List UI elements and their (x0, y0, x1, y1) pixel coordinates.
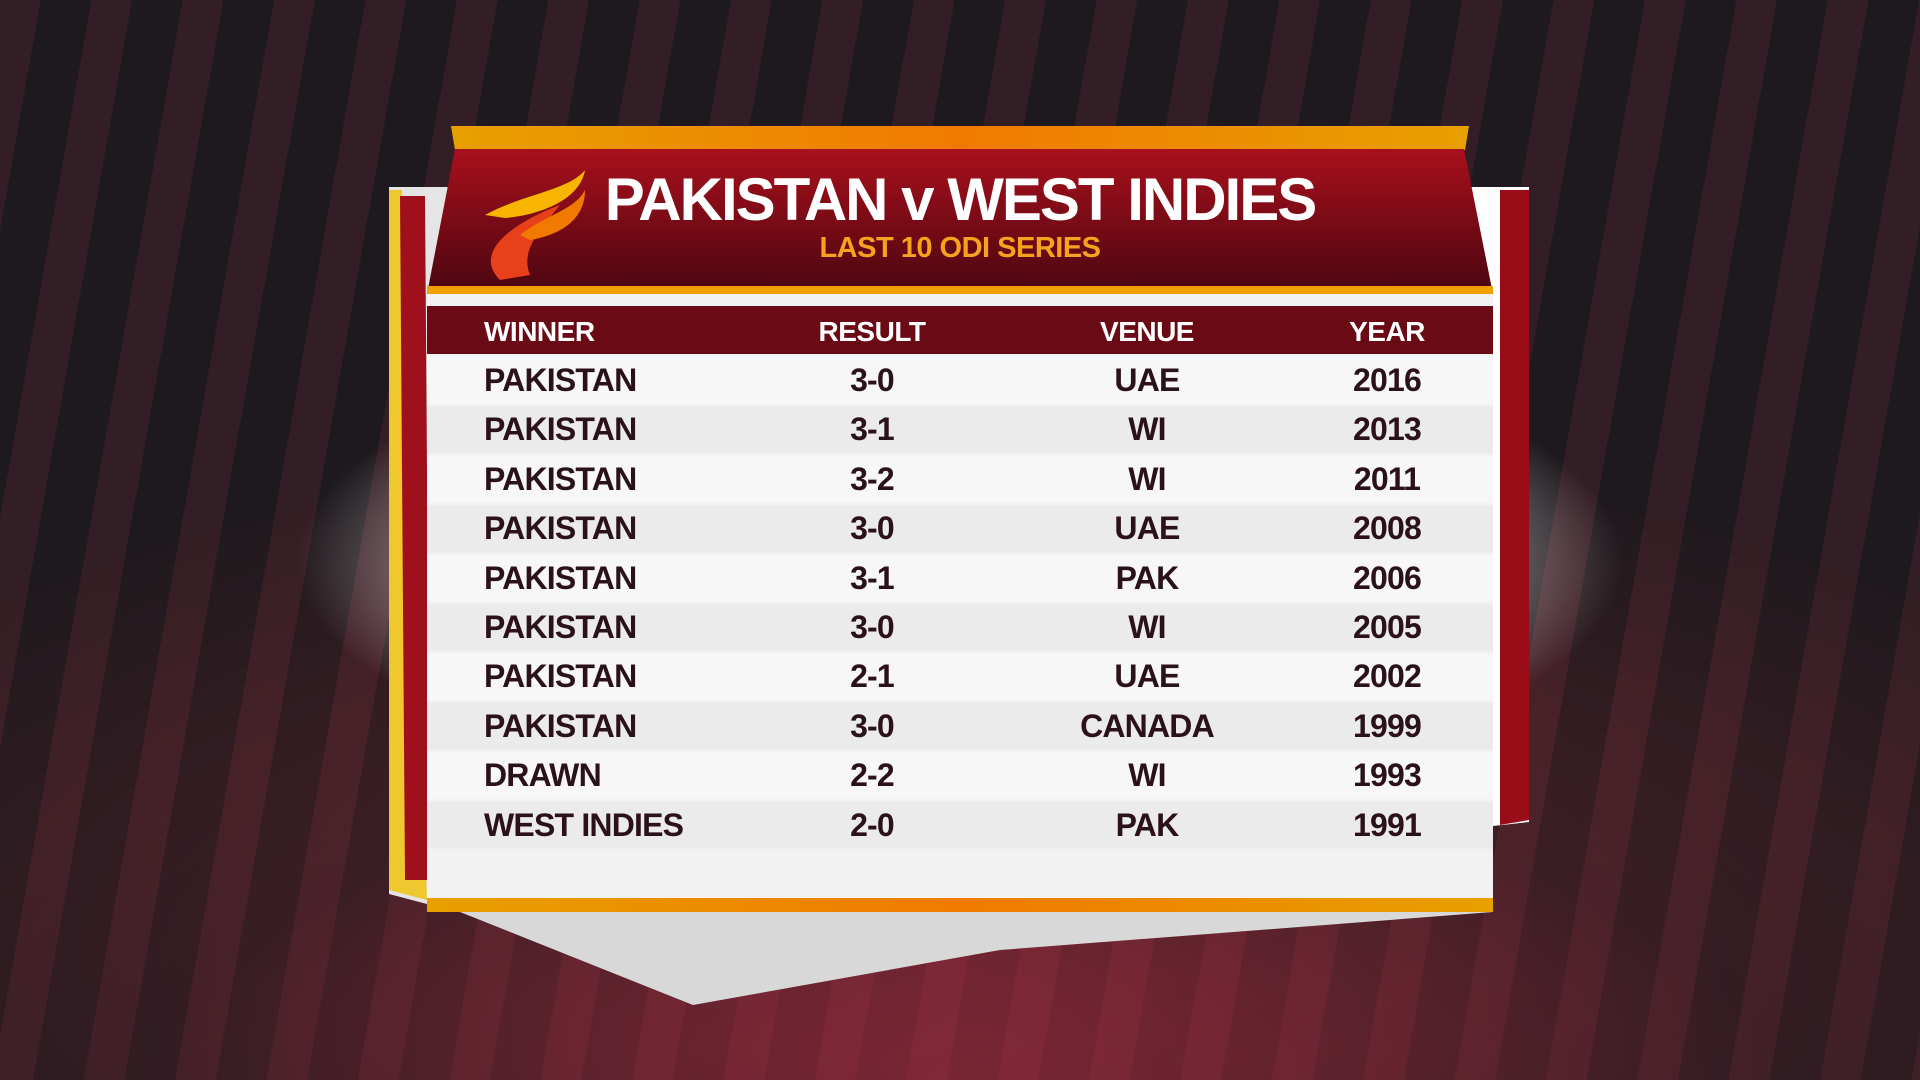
footer-stripe (427, 898, 1493, 912)
panel-edge (400, 196, 430, 880)
column-header: VENUE (1100, 316, 1194, 347)
table-rows (427, 357, 1493, 849)
table-cell: WI (1128, 411, 1166, 448)
table-cell: 2011 (1353, 460, 1421, 497)
table-cell: PAK (1115, 806, 1180, 843)
row-background (427, 653, 1493, 701)
table-cell: 3-1 (850, 411, 895, 448)
row-background (427, 604, 1493, 651)
table-cell: PAKISTAN (484, 411, 637, 448)
header-top-stripe (451, 126, 1469, 150)
table-cell: WI (1128, 609, 1166, 645)
logo (485, 170, 585, 280)
panel-edge (1500, 190, 1529, 825)
table-cell: WEST INDIES (484, 806, 684, 843)
subtitle: LAST 10 ODI SERIES (819, 232, 1101, 264)
table-cell: 2-1 (850, 658, 895, 695)
table-cell: 3-2 (850, 460, 895, 497)
table-cell: 3-0 (850, 362, 895, 398)
table-cell: 2002 (1353, 658, 1422, 695)
table-cell: PAK (1115, 559, 1180, 596)
table-cell: PAKISTAN (484, 510, 637, 547)
column-header: WINNER (484, 316, 595, 347)
table-cell: PAKISTAN (484, 559, 637, 596)
column-header: YEAR (1349, 316, 1425, 347)
table-cell: 3-0 (850, 609, 895, 645)
table-cell: PAKISTAN (484, 707, 637, 744)
row-background (427, 554, 1493, 602)
table-cell: 2-0 (850, 806, 895, 843)
table-cell: DRAWN (484, 757, 602, 794)
table-cell: 1991 (1353, 806, 1422, 843)
table-cell: 1993 (1353, 757, 1422, 794)
table-cell: 2008 (1353, 510, 1422, 547)
table-cell: CANADA (1080, 707, 1215, 744)
table-cell: PAKISTAN (484, 609, 637, 645)
row-background (427, 406, 1493, 454)
table-cell: UAE (1114, 362, 1180, 398)
table-cell: 2016 (1353, 362, 1422, 398)
table-cell: UAE (1114, 510, 1180, 547)
row-background (427, 505, 1493, 553)
panel-fold (460, 912, 1493, 1005)
row-background (427, 801, 1493, 849)
table-cell: 3-1 (850, 559, 895, 596)
table-cell: PAKISTAN (484, 658, 637, 695)
row-background (427, 455, 1493, 503)
header-row (427, 306, 1493, 354)
table-cell: 3-0 (850, 510, 895, 547)
header-band (427, 149, 1493, 294)
header-stripe (427, 286, 1493, 294)
table-cell: 2013 (1353, 411, 1422, 448)
table-cell: WI (1128, 460, 1166, 497)
table-cell: PAKISTAN (484, 460, 637, 497)
table-cell: 2006 (1353, 559, 1422, 596)
table-cell: 2-2 (850, 757, 895, 794)
row-background (427, 702, 1493, 750)
table-cell: UAE (1114, 658, 1180, 695)
table-cell: PAKISTAN (484, 362, 637, 398)
table-cell: WI (1128, 757, 1166, 794)
table-cell: 1999 (1353, 707, 1422, 744)
row-background (427, 357, 1493, 404)
column-header: RESULT (818, 316, 926, 347)
table-cell: 2005 (1353, 609, 1422, 645)
title: PAKISTAN v WEST INDIES (604, 166, 1318, 233)
row-background (427, 752, 1493, 800)
table-cell: 3-0 (850, 707, 895, 744)
